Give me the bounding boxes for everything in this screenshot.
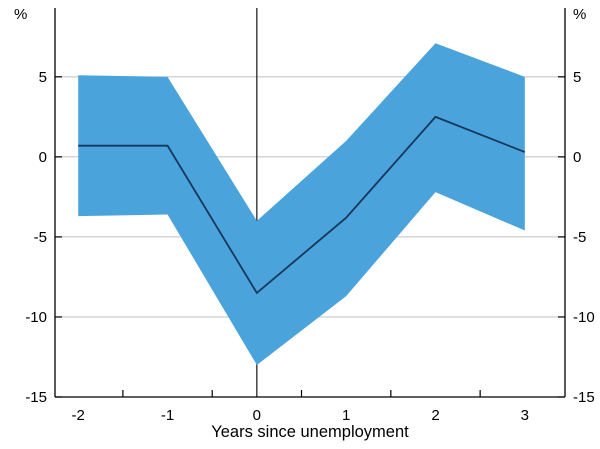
y-tick-label-right: 0 (573, 149, 581, 166)
x-tick-label: 0 (253, 407, 261, 424)
x-axis-title: Years since unemployment (211, 423, 409, 441)
y-tick-label-right: 5 (573, 69, 581, 86)
x-tick-label: -2 (72, 407, 85, 424)
unit-label-right: % (573, 6, 586, 23)
unit-label-left: % (14, 6, 27, 23)
x-tick-label: 3 (521, 407, 529, 424)
x-tick-label: 1 (342, 407, 350, 424)
x-tick-label: 2 (431, 407, 439, 424)
y-tick-label-left: 5 (39, 69, 47, 86)
y-tick-label-right: -15 (573, 389, 595, 406)
y-tick-label-left: 0 (39, 149, 47, 166)
y-tick-label-right: -10 (573, 309, 595, 326)
confidence-band (78, 43, 525, 365)
central-estimate-line (78, 115, 526, 295)
y-tick-label-left: -15 (25, 389, 47, 406)
y-tick-label-left: -10 (25, 309, 47, 326)
y-tick-label-left: -5 (34, 229, 47, 246)
y-tick-label-right: -5 (573, 229, 586, 246)
x-tick-label: -1 (161, 407, 174, 424)
